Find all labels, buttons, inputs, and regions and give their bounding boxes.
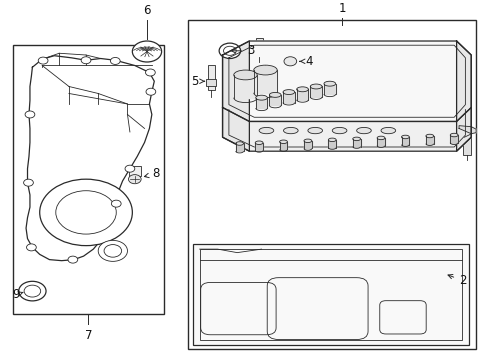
Polygon shape	[401, 137, 408, 145]
Circle shape	[23, 179, 33, 186]
Polygon shape	[255, 98, 267, 108]
Bar	[206, 80, 216, 86]
Polygon shape	[456, 41, 470, 151]
Ellipse shape	[233, 70, 257, 80]
Text: 5: 5	[191, 75, 204, 88]
Ellipse shape	[425, 134, 433, 138]
Bar	[193, 244, 468, 345]
Text: 6: 6	[143, 4, 150, 17]
Polygon shape	[304, 141, 311, 148]
Polygon shape	[235, 144, 243, 151]
Text: 4: 4	[299, 55, 312, 68]
Polygon shape	[255, 143, 263, 150]
Polygon shape	[279, 142, 287, 149]
Circle shape	[25, 111, 35, 118]
Circle shape	[81, 57, 91, 64]
Circle shape	[132, 41, 161, 62]
Polygon shape	[269, 95, 281, 105]
Circle shape	[219, 43, 240, 59]
Bar	[13, 45, 163, 314]
Ellipse shape	[283, 127, 298, 134]
Circle shape	[128, 175, 141, 184]
Bar	[254, 57, 264, 64]
Circle shape	[125, 165, 135, 172]
Circle shape	[110, 58, 120, 64]
Circle shape	[111, 200, 121, 207]
Polygon shape	[324, 84, 335, 94]
Polygon shape	[352, 139, 360, 147]
Ellipse shape	[304, 139, 311, 143]
Ellipse shape	[283, 90, 294, 95]
Ellipse shape	[296, 87, 308, 92]
Polygon shape	[253, 70, 277, 93]
Polygon shape	[449, 135, 457, 143]
Ellipse shape	[310, 84, 322, 89]
Text: 8: 8	[144, 167, 159, 180]
Ellipse shape	[352, 137, 360, 141]
Polygon shape	[222, 41, 470, 121]
Bar	[129, 166, 141, 176]
Ellipse shape	[328, 138, 335, 141]
Ellipse shape	[235, 142, 243, 145]
Ellipse shape	[255, 95, 267, 100]
Bar	[463, 137, 470, 155]
Polygon shape	[458, 126, 475, 134]
Ellipse shape	[253, 65, 277, 75]
Ellipse shape	[269, 93, 281, 97]
Ellipse shape	[324, 81, 335, 86]
Polygon shape	[425, 136, 433, 144]
Ellipse shape	[449, 133, 457, 137]
Ellipse shape	[356, 127, 370, 134]
Polygon shape	[376, 138, 384, 145]
Polygon shape	[222, 41, 249, 151]
Circle shape	[68, 256, 78, 263]
Bar	[207, 65, 214, 90]
Ellipse shape	[259, 127, 273, 134]
Ellipse shape	[380, 127, 395, 134]
Text: 1: 1	[338, 2, 345, 15]
Text: 9: 9	[13, 288, 23, 301]
Text: 3: 3	[231, 44, 254, 57]
Ellipse shape	[376, 136, 384, 140]
Circle shape	[284, 57, 296, 66]
Bar	[255, 37, 262, 57]
Circle shape	[40, 179, 132, 246]
Polygon shape	[310, 86, 322, 97]
Polygon shape	[222, 108, 470, 151]
Bar	[188, 20, 475, 349]
Bar	[262, 48, 268, 66]
Ellipse shape	[255, 141, 263, 144]
Polygon shape	[296, 89, 308, 100]
Ellipse shape	[279, 140, 287, 144]
Circle shape	[146, 88, 156, 95]
Circle shape	[19, 281, 46, 301]
Circle shape	[98, 240, 127, 261]
Ellipse shape	[331, 127, 346, 134]
Text: 2: 2	[447, 274, 466, 287]
Bar	[199, 249, 462, 340]
Circle shape	[38, 57, 48, 64]
Circle shape	[26, 244, 36, 251]
Text: 7: 7	[84, 329, 92, 342]
Ellipse shape	[307, 127, 322, 134]
Ellipse shape	[401, 135, 408, 139]
Polygon shape	[233, 75, 257, 98]
Polygon shape	[328, 140, 335, 148]
Circle shape	[145, 69, 155, 76]
Polygon shape	[283, 92, 294, 103]
